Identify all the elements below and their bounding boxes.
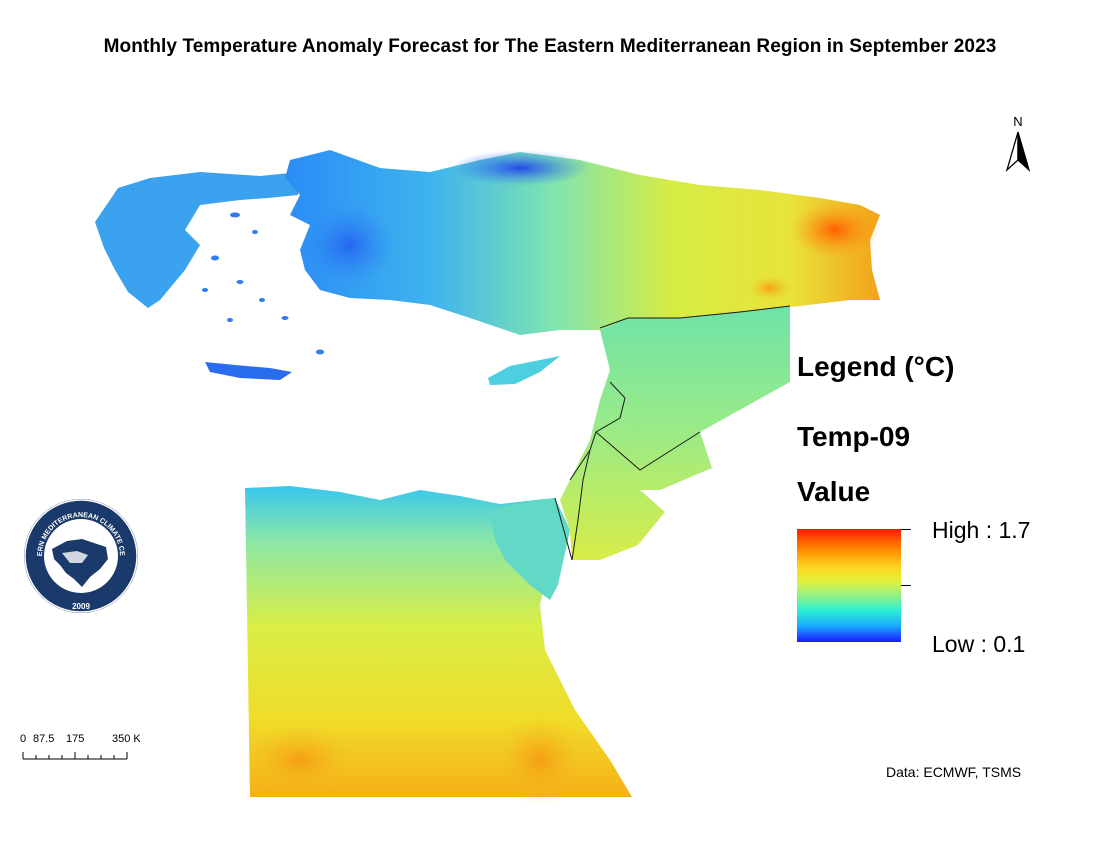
scale-label-87-5: 87.5 <box>33 733 54 745</box>
sinai-region <box>490 498 570 600</box>
legend-field-name: Value <box>797 476 871 507</box>
scale-label-175: 175 <box>66 733 84 745</box>
logo-year: 2009 <box>72 602 90 611</box>
legend-tick-mid <box>901 585 911 586</box>
black-sea-coast-cool-area <box>450 150 590 186</box>
scale-bar: 0 87.5 175 350 Km <box>20 733 140 760</box>
upper-egypt-warm-area <box>495 715 585 805</box>
legend-layer-name: Temp-09 <box>797 421 911 452</box>
north-label: N <box>1013 114 1022 129</box>
western-desert-warm-area <box>245 725 355 795</box>
legend-tick-high <box>901 529 911 530</box>
map-title: Monthly Temperature Anomaly Forecast for… <box>103 36 997 57</box>
west-anatolia-cool-area <box>305 205 395 285</box>
turkey-region <box>285 150 880 335</box>
data-credit: Data: ECMWF, TSMS <box>886 764 1022 780</box>
emcc-logo: EASTERN MEDITERRANEAN CLIMATE CENTRE 200… <box>19 492 140 615</box>
cyprus-island <box>488 356 560 385</box>
crete-island <box>205 362 292 380</box>
country-borders <box>554 305 791 561</box>
legend-high-label: High : 1.7 <box>932 517 1031 543</box>
scale-label-350: 350 Km <box>112 733 140 745</box>
legend-heading: Legend (°C) <box>797 351 955 382</box>
legend-low-label: Low : 0.1 <box>932 631 1026 657</box>
scale-label-0: 0 <box>20 733 26 745</box>
aegean-islands <box>202 212 324 355</box>
levant-region <box>560 306 790 560</box>
east-anatolia-hot-area <box>790 202 880 258</box>
greece-region <box>95 172 300 308</box>
legend-color-ramp <box>797 529 901 642</box>
north-arrow-icon: N <box>1003 110 1033 176</box>
southeast-anatolia-warm-area <box>748 276 792 300</box>
